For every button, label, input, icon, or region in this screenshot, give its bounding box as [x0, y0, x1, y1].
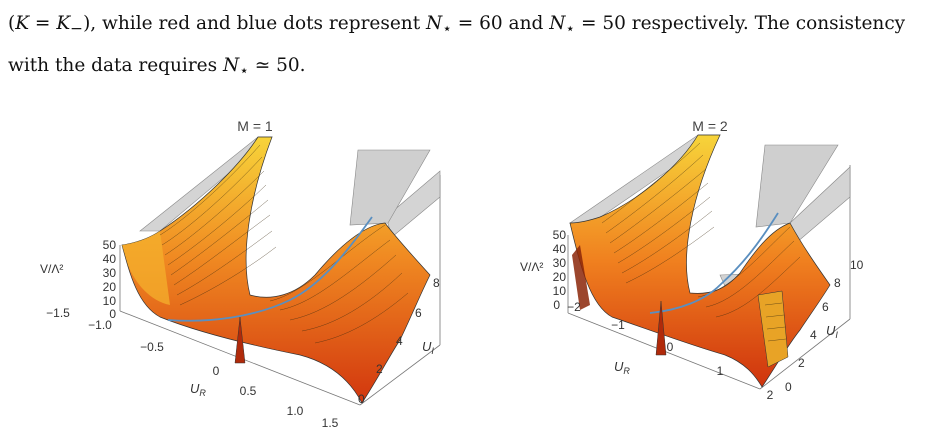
y-axis-label-sub: I	[835, 330, 838, 340]
math-N: N	[426, 13, 443, 34]
contour-lines	[601, 142, 801, 342]
inflaton-trajectory	[649, 212, 779, 314]
x-tick: 0	[213, 364, 220, 378]
math-N: N	[223, 55, 240, 76]
y-axis-label-sub: I	[431, 346, 434, 356]
surface-wall	[757, 290, 789, 368]
x-axis-label-main: U	[190, 381, 200, 396]
x-tick: −0.5	[140, 340, 164, 354]
math-K: K	[15, 13, 30, 34]
x-tick: −1.0	[88, 318, 112, 332]
y-axis-label: UI	[826, 323, 838, 340]
x-tick: −2	[567, 300, 581, 314]
y-tick: 2	[376, 362, 383, 376]
z-tick: 30	[553, 256, 567, 270]
z-tick: 10	[553, 284, 567, 298]
text-span: = 50 respectively. The consistency	[575, 13, 906, 34]
x-tick: 2	[767, 388, 774, 402]
z-axis-label: V/Λ²	[520, 260, 543, 274]
caption-line-2: with the data requires N⋆ ≃ 50.	[8, 52, 938, 85]
figure-title: M = 2	[692, 118, 728, 134]
y-ticks: 0 2 4 6 8	[358, 276, 440, 406]
z-tick: 50	[103, 238, 117, 252]
x-ticks: −1.5 −1.0 −0.5 0 0.5 1.0 1.5	[46, 306, 339, 430]
x-tick: 0.5	[240, 384, 257, 398]
x-tick: 1	[717, 364, 724, 378]
math-subscript: ⋆	[239, 61, 249, 80]
y-tick: 4	[396, 334, 403, 348]
y-tick: 6	[822, 300, 829, 314]
surface-wall	[122, 231, 170, 305]
z-tick: 10	[103, 294, 117, 308]
z-tick: 0	[553, 298, 560, 312]
z-tick: 50	[553, 228, 567, 242]
y-tick: 8	[834, 276, 841, 290]
surface-spike	[234, 316, 246, 364]
y-tick: 0	[358, 392, 365, 406]
figure-m2: M = 2 V/Λ² 50 40 30 20 10 0 −2 −1 0 1 2 …	[520, 105, 930, 435]
x-axis-label: UR	[614, 359, 630, 376]
text-span: ), while red and blue dots represent	[83, 13, 427, 34]
text-span: with the data requires	[8, 55, 224, 76]
text-span: ≃ 50.	[248, 55, 306, 76]
surface-spike	[655, 300, 667, 356]
x-axis-label-main: U	[614, 359, 624, 374]
z-tick: 20	[103, 280, 117, 294]
x-tick: −1	[611, 318, 625, 332]
x-axis-label-sub: R	[199, 388, 206, 398]
figure-title: M = 1	[237, 118, 273, 134]
inflaton-trajectory	[167, 216, 373, 322]
plateau-back	[349, 149, 431, 226]
x-axis-label: UR	[190, 381, 206, 398]
math-subscript: ⋆	[442, 19, 452, 38]
y-axis-label-main: U	[826, 323, 836, 338]
math-subscript: ⋆	[565, 19, 576, 38]
z-tick: 30	[103, 266, 117, 280]
x-tick: 1.5	[322, 416, 339, 430]
y-tick: 4	[810, 328, 817, 342]
z-axis-label: V/Λ²	[40, 262, 63, 276]
x-tick: 1.0	[287, 404, 304, 418]
y-tick: 0	[785, 380, 792, 394]
surface-plot-m1: M = 1 V/Λ² 50 40 30 20 10 0 −1.5 −1.0 −0…	[40, 118, 441, 430]
y-tick: 8	[433, 276, 440, 290]
y-tick: 6	[415, 306, 422, 320]
contour-lines	[159, 144, 409, 344]
x-tick: 0	[667, 340, 674, 354]
x-tick: −1.5	[46, 306, 70, 320]
z-ticks: 50 40 30 20 10 0	[103, 238, 117, 321]
surface-cliff	[572, 245, 590, 310]
x-ticks: −2 −1 0 1 2	[567, 300, 774, 402]
math-N: N	[549, 13, 566, 34]
z-tick: 0	[109, 307, 116, 321]
potential-surface	[121, 136, 431, 404]
y-axis-label-main: U	[422, 339, 432, 354]
y-tick: 2	[798, 356, 805, 370]
text-span: =	[29, 13, 57, 34]
text-span: = 60 and	[451, 13, 550, 34]
caption-line-1: (K = K−), while red and blue dots repres…	[8, 10, 938, 43]
math-subscript: −	[70, 19, 84, 38]
y-axis-label: UI	[422, 339, 434, 356]
figure-m1: M = 1 V/Λ² 50 40 30 20 10 0 −1.5 −1.0 −0…	[40, 105, 480, 435]
z-tick: 40	[553, 242, 567, 256]
z-tick: 20	[553, 270, 567, 284]
y-tick: 10	[850, 258, 864, 272]
z-ticks: 50 40 30 20 10 0	[553, 228, 567, 312]
math-K: K	[56, 13, 71, 34]
surface-plot-m2: M = 2 V/Λ² 50 40 30 20 10 0 −2 −1 0 1 2 …	[520, 118, 864, 402]
z-tick: 40	[103, 252, 117, 266]
text-span: (	[8, 13, 16, 34]
x-axis-label-sub: R	[623, 366, 630, 376]
y-ticks: 0 2 4 6 8 10	[785, 258, 864, 394]
